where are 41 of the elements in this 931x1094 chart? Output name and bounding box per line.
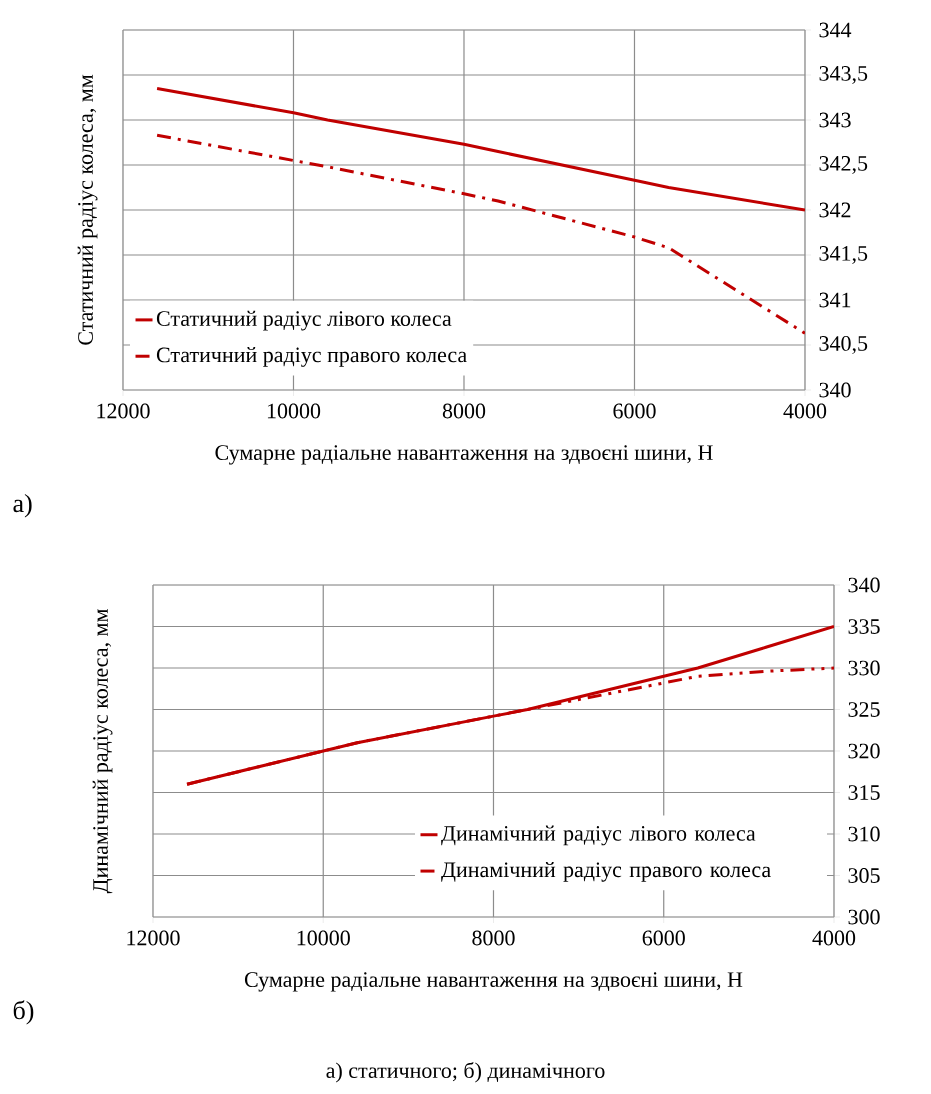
line-series bbox=[155, 133, 805, 335]
line-series bbox=[155, 87, 805, 212]
y-tick-label: 343,5 bbox=[819, 66, 868, 84]
y-tick-label: 340 bbox=[848, 577, 880, 593]
x-tick-label: 12000 bbox=[97, 403, 150, 419]
x-tick-label: 10000 bbox=[267, 403, 321, 419]
y-tick-label: 315 bbox=[848, 785, 880, 800]
text: а) статичного; б) динамічного bbox=[326, 1062, 605, 1083]
x-tick-label: 10000 bbox=[297, 930, 350, 946]
y-tick-label: 342 bbox=[819, 202, 851, 218]
y-tick-label: 342,5 bbox=[819, 156, 868, 174]
legend-label: Статичний радіус правого колеса bbox=[156, 347, 467, 367]
x-tick-label: 6000 bbox=[642, 930, 685, 946]
y-tick-label: 340 bbox=[819, 382, 851, 398]
x-tick-label: 4000 bbox=[783, 403, 827, 419]
text: а) bbox=[13, 493, 32, 518]
y-tick-label: 305 bbox=[848, 868, 880, 883]
y-axis-title: Статичний радіус колеса, мм bbox=[77, 74, 98, 345]
y-tick-label: 341 bbox=[819, 292, 851, 308]
y-axis-title: Динамічний радіус колеса, мм bbox=[92, 609, 113, 894]
y-tick-label: 335 bbox=[848, 619, 880, 634]
y-tick-label: 344 bbox=[819, 22, 852, 38]
legend-label: Динамічний радіус правого колеса bbox=[441, 861, 771, 882]
x-tick-label: 12000 bbox=[127, 930, 180, 946]
text: б) bbox=[13, 1000, 34, 1025]
legend-label: Динамічний радіус лівого колеса bbox=[441, 825, 756, 846]
x-tick-label: 8000 bbox=[472, 930, 515, 946]
y-tick-label: 300 bbox=[848, 909, 880, 925]
x-tick-label: 8000 bbox=[442, 403, 486, 419]
legend-label: Статичний радіус лівого колеса bbox=[156, 310, 452, 331]
x-axis-title: Сумарне радіальне навантаження на здвоєні шини, Н bbox=[244, 972, 743, 992]
y-tick-label: 330 bbox=[848, 660, 880, 676]
y-tick-label: 341,5 bbox=[819, 246, 868, 264]
y-tick-label: 325 bbox=[848, 702, 880, 717]
x-axis-title: Сумарне радіальне навантаження на здвоєні шини, Н bbox=[215, 445, 713, 465]
y-tick-label: 310 bbox=[848, 826, 880, 842]
y-tick-label: 340,5 bbox=[819, 336, 868, 355]
y-tick-label: 343 bbox=[819, 112, 851, 128]
x-tick-label: 4000 bbox=[812, 930, 856, 946]
x-tick-label: 6000 bbox=[613, 403, 656, 419]
y-tick-label: 320 bbox=[848, 743, 880, 759]
